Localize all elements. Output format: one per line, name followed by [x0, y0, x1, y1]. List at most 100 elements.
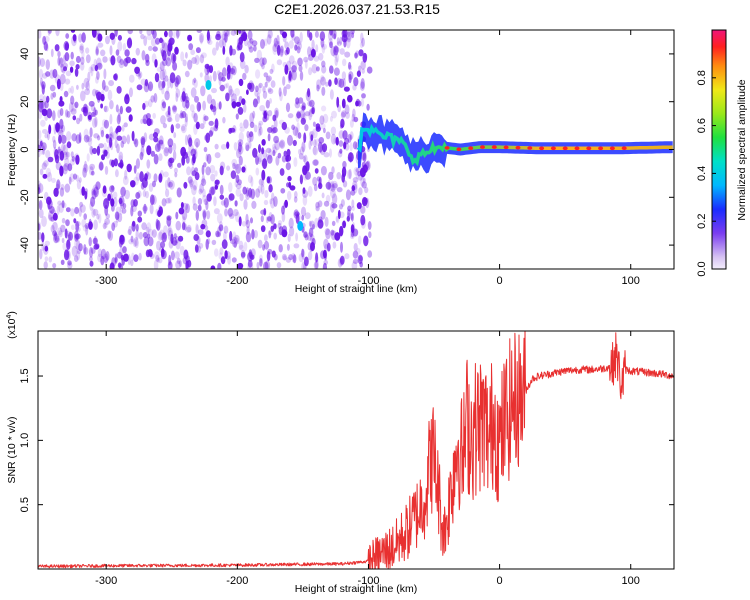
spectrogram-noise-speck — [351, 199, 354, 208]
signal-track-peak — [456, 148, 461, 152]
spectrogram-noise-speck — [60, 151, 65, 161]
spectrogram-noise-speck — [134, 138, 138, 147]
spectrogram-noise-speck — [196, 47, 201, 53]
spectrogram-noise-speck — [215, 34, 221, 41]
spectrogram-noise-speck — [194, 148, 198, 159]
spectrogram-noise-speck — [349, 74, 352, 83]
spectrogram-noise-speck — [144, 132, 147, 142]
spectrogram-noise-speck — [147, 34, 153, 40]
spectrogram-noise-speck — [235, 212, 240, 223]
spectrogram-noise-speck — [116, 207, 121, 214]
spectrogram-noise-speck — [128, 226, 132, 236]
spectrogram-noise-speck — [242, 221, 247, 227]
spectrogram-noise-speck — [322, 143, 327, 152]
spectrogram-noise-speck — [101, 130, 104, 137]
spectrogram-noise-speck — [295, 101, 301, 108]
snr-x-tick-label: -300 — [95, 575, 117, 587]
spectrogram-noise-speck — [341, 173, 345, 182]
spectrogram-noise-speck — [116, 49, 120, 56]
spectrogram-noise-speck — [219, 224, 224, 231]
spectrogram-noise-speck — [205, 64, 210, 69]
spectrogram-noise-speck — [193, 124, 197, 135]
spectrogram-noise-speck — [106, 135, 110, 143]
spectrogram-noise-speck — [283, 35, 287, 43]
spectrogram-noise-speck — [157, 257, 160, 262]
spectrogram-noise-speck — [350, 135, 353, 141]
spectrogram-noise-speck — [239, 132, 244, 142]
spectrogram-noise-speck — [71, 225, 75, 231]
spectrogram-noise-speck — [125, 93, 129, 99]
spectrogram-noise-speck — [221, 144, 227, 150]
spectrogram-noise-speck — [359, 262, 363, 268]
spectrogram-noise-speck — [185, 113, 188, 122]
spectrogram-noise-speck — [219, 39, 224, 47]
spectrogram-noise-speck — [321, 65, 326, 73]
spectrogram-noise-speck — [222, 117, 225, 124]
spectrogram-noise-speck — [326, 182, 332, 190]
colorbar-tick-label: 0.8 — [696, 70, 708, 85]
spectrogram-noise-speck — [144, 236, 150, 246]
spectrogram-noise-speck — [44, 192, 48, 201]
spectrogram-noise-speck — [222, 67, 227, 77]
spectrogram-noise-speck — [185, 52, 188, 59]
spectrogram-noise-speck — [87, 153, 90, 161]
spectrogram-noise-speck — [95, 49, 99, 56]
spectrogram-noise-speck — [190, 104, 195, 112]
spectrogram-noise-speck — [78, 243, 83, 251]
spectrogram-noise-speck — [117, 56, 122, 64]
spectrogram-noise-speck — [76, 175, 79, 182]
spectrogram-noise-speck — [65, 219, 70, 226]
spectrogram-noise-speck — [255, 69, 260, 79]
spectrogram-noise-speck — [203, 114, 207, 125]
spectrogram-noise-speck — [237, 38, 240, 48]
spectrogram-noise-speck — [217, 263, 221, 271]
spectrogram-noise-speck — [239, 241, 244, 250]
spectrogram-noise-speck — [85, 188, 88, 195]
spectrogram-noise-speck — [212, 48, 217, 56]
spectrogram-noise-speck — [69, 177, 72, 185]
spectrogram-noise-speck — [40, 120, 46, 127]
spectrogram-noise-speck — [186, 166, 191, 175]
spectrogram-noise-speck — [349, 152, 352, 163]
spectrogram-noise-speck — [318, 142, 323, 153]
spectrogram-noise-speck — [105, 36, 110, 45]
spectrogram-noise-speck — [213, 196, 217, 206]
spectrogram-noise-speck — [286, 162, 291, 170]
spectrogram-noise-speck — [85, 47, 89, 53]
spectrogram-noise-speck — [316, 66, 320, 71]
spectrogram-noise-speck — [133, 177, 139, 186]
spectrogram-noise-speck — [145, 60, 149, 66]
spectrogram-noise-speck — [142, 177, 148, 188]
spectrogram-noise-speck — [315, 44, 318, 52]
spectrogram-noise-speck — [206, 210, 210, 219]
spectrogram-noise-speck — [261, 215, 264, 222]
spectrogram-noise-speck — [121, 141, 125, 148]
spectrogram-noise-speck — [75, 68, 79, 77]
spectrogram-noise-speck — [76, 85, 79, 90]
spectrogram-noise-speck — [39, 209, 44, 218]
spectrogram-noise-speck — [65, 184, 71, 193]
spectrogram-noise-speck — [351, 212, 354, 221]
spectrogram-noise-speck — [258, 83, 262, 88]
spectrogram-noise-speck — [358, 49, 363, 56]
signal-track-peak — [563, 147, 568, 151]
spectrogram-noise-speck — [237, 263, 243, 269]
spectrogram-noise-speck — [282, 76, 285, 86]
spectrogram-noise-speck — [228, 85, 232, 95]
spectrogram-noise-speck — [205, 133, 210, 143]
spectrogram-noise-speck — [118, 35, 122, 41]
spectrogram-noise-speck — [288, 113, 294, 118]
spectrogram-noise-speck — [273, 233, 277, 240]
spectrogram-noise-speck — [224, 208, 228, 216]
spectrogram-noise-speck — [354, 52, 358, 58]
spectrogram-noise-speck — [197, 102, 201, 112]
spectrogram-noise-speck — [86, 81, 90, 91]
spectrogram-noise-speck — [301, 207, 306, 217]
spectrogram-noise-speck — [279, 140, 285, 149]
signal-track-peak — [468, 146, 473, 150]
spectrogram-noise-speck — [196, 210, 199, 221]
spectrogram-noise-speck — [74, 255, 78, 262]
spectrogram-noise-speck — [261, 139, 265, 146]
spectrogram-noise-speck — [321, 106, 326, 112]
spectrogram-noise-speck — [46, 108, 52, 118]
